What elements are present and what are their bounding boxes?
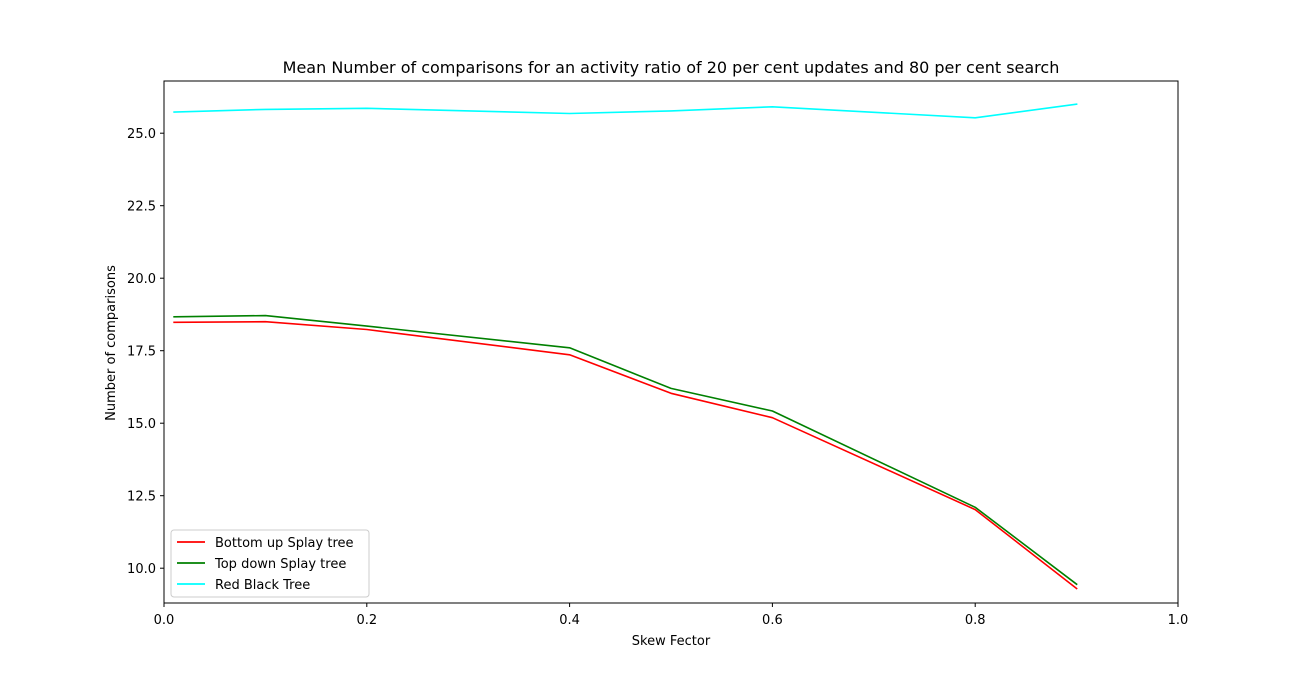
y-axis-label: Number of comparisons	[104, 265, 119, 421]
x-axis-label: Skew Fector	[632, 634, 711, 649]
series-line-1	[173, 320, 1078, 590]
y-tick-label: 10.0	[127, 562, 156, 577]
plot-frame	[163, 80, 1179, 604]
x-tick-label: 0.6	[762, 613, 783, 628]
y-tick-label: 17.5	[127, 345, 156, 360]
plot-area	[173, 103, 1078, 590]
x-tick-label: 0.4	[559, 613, 580, 628]
legend-label-3: Red Black Tree	[215, 578, 310, 593]
x-tick-label: 0.0	[154, 613, 175, 628]
legend: Bottom up Splay tree Top down Splay tree R…	[170, 529, 370, 598]
chart-title: Mean Number of comparisons for an activi…	[283, 58, 1060, 77]
legend-label-1: Bottom up Splay tree	[215, 536, 354, 551]
legend-label-2: Top down Splay tree	[214, 557, 346, 572]
x-tick-label: 1.0	[1168, 613, 1189, 628]
y-tick-label: 25.0	[127, 127, 156, 142]
y-tick-label: 15.0	[127, 417, 156, 432]
y-tick-label: 22.5	[127, 200, 156, 215]
y-tick-label: 12.5	[127, 490, 156, 505]
y-tick-label: 20.0	[127, 272, 156, 287]
x-tick-label: 0.2	[356, 613, 377, 628]
axes: 0.0 0.2 0.4 0.6 0.8 1.0 10.0 12.5 15.0 17.5 20.0 22…	[127, 80, 1189, 628]
series-line-2	[173, 314, 1078, 586]
series-line-3	[173, 103, 1078, 119]
legend-box	[170, 529, 370, 598]
x-tick-label: 0.8	[965, 613, 986, 628]
